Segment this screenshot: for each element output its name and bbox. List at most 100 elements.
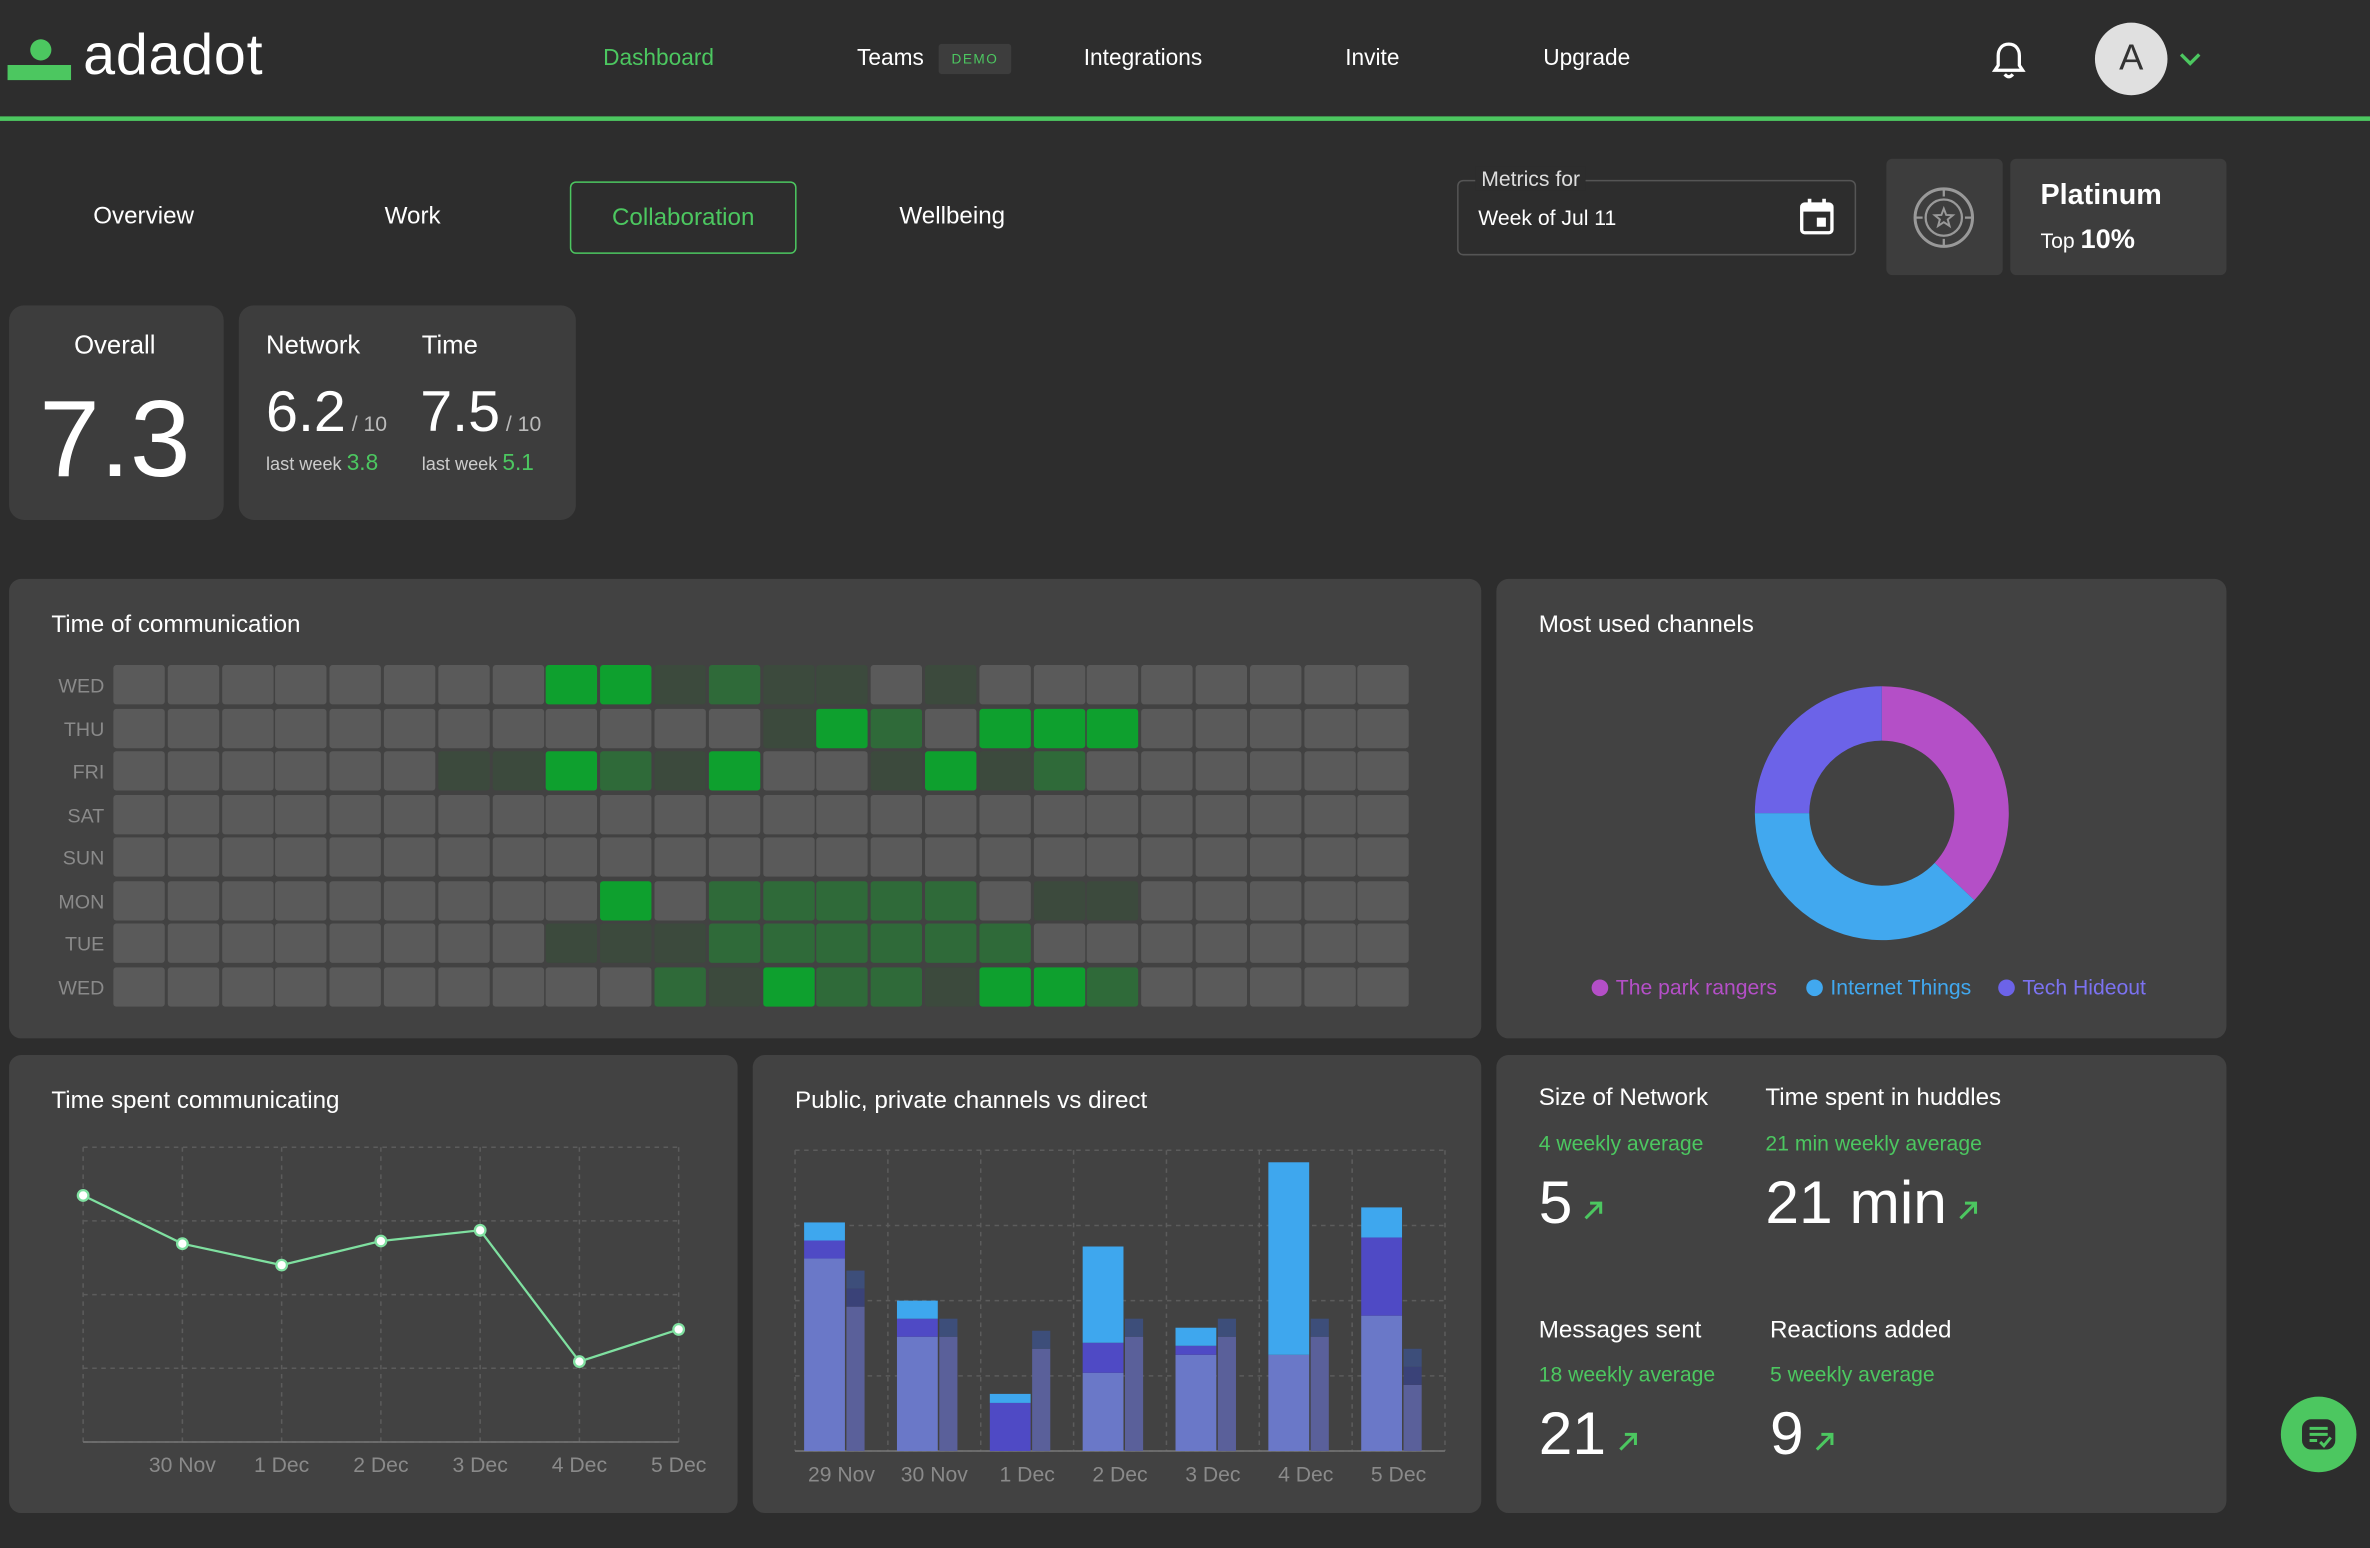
heatmap-cell[interactable] [438,966,490,1006]
tab-overview[interactable]: Overview [93,204,194,230]
heatmap-cell[interactable] [1195,923,1247,963]
heatmap-cell[interactable] [1303,751,1356,791]
heatmap-cell[interactable] [438,708,490,748]
bar-segment[interactable] [1082,1246,1124,1343]
bar-segment[interactable] [1175,1327,1217,1346]
heatmap-cell[interactable] [654,880,706,920]
bar-segment[interactable] [1361,1207,1403,1238]
heatmap-cell[interactable] [816,880,869,920]
heatmap-cell[interactable] [1087,794,1139,834]
heatmap-cell[interactable] [438,880,490,920]
heatmap-cell[interactable] [925,880,977,920]
heatmap-cell[interactable] [492,751,544,791]
heatmap-cell[interactable] [979,880,1031,920]
heatmap-cell[interactable] [925,966,977,1006]
line-point[interactable] [374,1234,388,1248]
heatmap-cell[interactable] [275,794,328,834]
heatmap-cell[interactable] [383,880,436,920]
heatmap-cell[interactable] [221,880,273,920]
heatmap-cell[interactable] [1087,665,1139,705]
heatmap-cell[interactable] [600,665,652,705]
heatmap-cell[interactable] [708,794,760,834]
heatmap-cell[interactable] [492,880,544,920]
bar-segment-secondary[interactable] [939,1336,958,1452]
tab-collaboration[interactable]: Collaboration [569,181,797,254]
heatmap-cell[interactable] [113,751,165,791]
heatmap-cell[interactable] [816,966,869,1006]
heatmap-cell[interactable] [925,837,977,877]
heatmap-cell[interactable] [1141,837,1193,877]
heatmap-cell[interactable] [979,966,1031,1006]
heatmap-cell[interactable] [329,966,382,1006]
legend-internet-things[interactable]: Internet Things [1806,975,1971,999]
heatmap-cell[interactable] [275,837,328,877]
heatmap-cell[interactable] [1195,708,1247,748]
heatmap-cell[interactable] [979,751,1031,791]
heatmap-cell[interactable] [167,880,219,920]
tab-wellbeing[interactable]: Wellbeing [899,204,1006,230]
legend-park-rangers[interactable]: The park rangers [1591,975,1777,999]
heatmap-cell[interactable] [816,751,869,791]
heatmap-cell[interactable] [492,923,544,963]
heatmap-cell[interactable] [438,665,490,705]
heatmap-cell[interactable] [167,837,219,877]
bar-segment-secondary[interactable] [1032,1330,1051,1349]
heatmap-cell[interactable] [1195,966,1247,1006]
heatmap-cell[interactable] [275,923,328,963]
heatmap-cell[interactable] [329,708,382,748]
line-point[interactable] [275,1258,289,1272]
heatmap-cell[interactable] [762,923,815,963]
heatmap-cell[interactable] [979,923,1031,963]
heatmap-cell[interactable] [1303,880,1356,920]
heatmap-cell[interactable] [762,708,815,748]
heatmap-cell[interactable] [113,665,165,705]
heatmap-cell[interactable] [762,794,815,834]
bar-segment[interactable] [1082,1372,1124,1452]
line-point[interactable] [473,1223,487,1237]
heatmap-cell[interactable] [1249,966,1302,1006]
heatmap-cell[interactable] [113,966,165,1006]
bar-segment[interactable] [896,1318,938,1337]
heatmap-cell[interactable] [600,923,652,963]
metrics-value[interactable]: Week of Jul 11 [1478,205,1617,230]
heatmap-cell[interactable] [221,665,273,705]
heatmap-cell[interactable] [1141,923,1193,963]
logo-text[interactable]: adadot [83,24,264,88]
bar-segment[interactable] [1175,1354,1217,1452]
heatmap-cell[interactable] [1357,923,1410,963]
heatmap-cell[interactable] [870,751,923,791]
heatmap-cell[interactable] [1249,708,1302,748]
calendar-icon[interactable] [1799,196,1835,235]
heatmap-cell[interactable] [1249,837,1302,877]
heatmap-cell[interactable] [1357,794,1410,834]
heatmap-cell[interactable] [329,837,382,877]
heatmap-cell[interactable] [870,837,923,877]
heatmap-cell[interactable] [1141,794,1193,834]
heatmap-cell[interactable] [329,880,382,920]
heatmap-cell[interactable] [1249,751,1302,791]
bar-segment-secondary[interactable] [1310,1336,1329,1452]
heatmap-cell[interactable] [979,837,1031,877]
heatmap-cell[interactable] [546,966,598,1006]
bar-segment[interactable] [804,1222,845,1241]
heatmap-cell[interactable] [925,923,977,963]
heatmap-cell[interactable] [1033,794,1085,834]
bar-segment[interactable] [1361,1237,1403,1316]
heatmap-cell[interactable] [654,966,706,1006]
heatmap-cell[interactable] [1249,880,1302,920]
heatmap-cell[interactable] [546,665,598,705]
heatmap-cell[interactable] [221,837,273,877]
heatmap-cell[interactable] [816,708,869,748]
heatmap-cell[interactable] [654,665,706,705]
heatmap-cell[interactable] [1195,837,1247,877]
heatmap-cell[interactable] [654,837,706,877]
donut-slice[interactable] [1754,686,1882,814]
bar-segment[interactable] [1268,1354,1310,1452]
heatmap-cell[interactable] [329,751,382,791]
legend-tech-hideout[interactable]: Tech Hideout [1998,975,2146,999]
heatmap-cell[interactable] [762,665,815,705]
heatmap-cell[interactable] [383,794,436,834]
heatmap-cell[interactable] [925,708,977,748]
bar-segment[interactable] [896,1300,938,1319]
heatmap-cell[interactable] [600,966,652,1006]
